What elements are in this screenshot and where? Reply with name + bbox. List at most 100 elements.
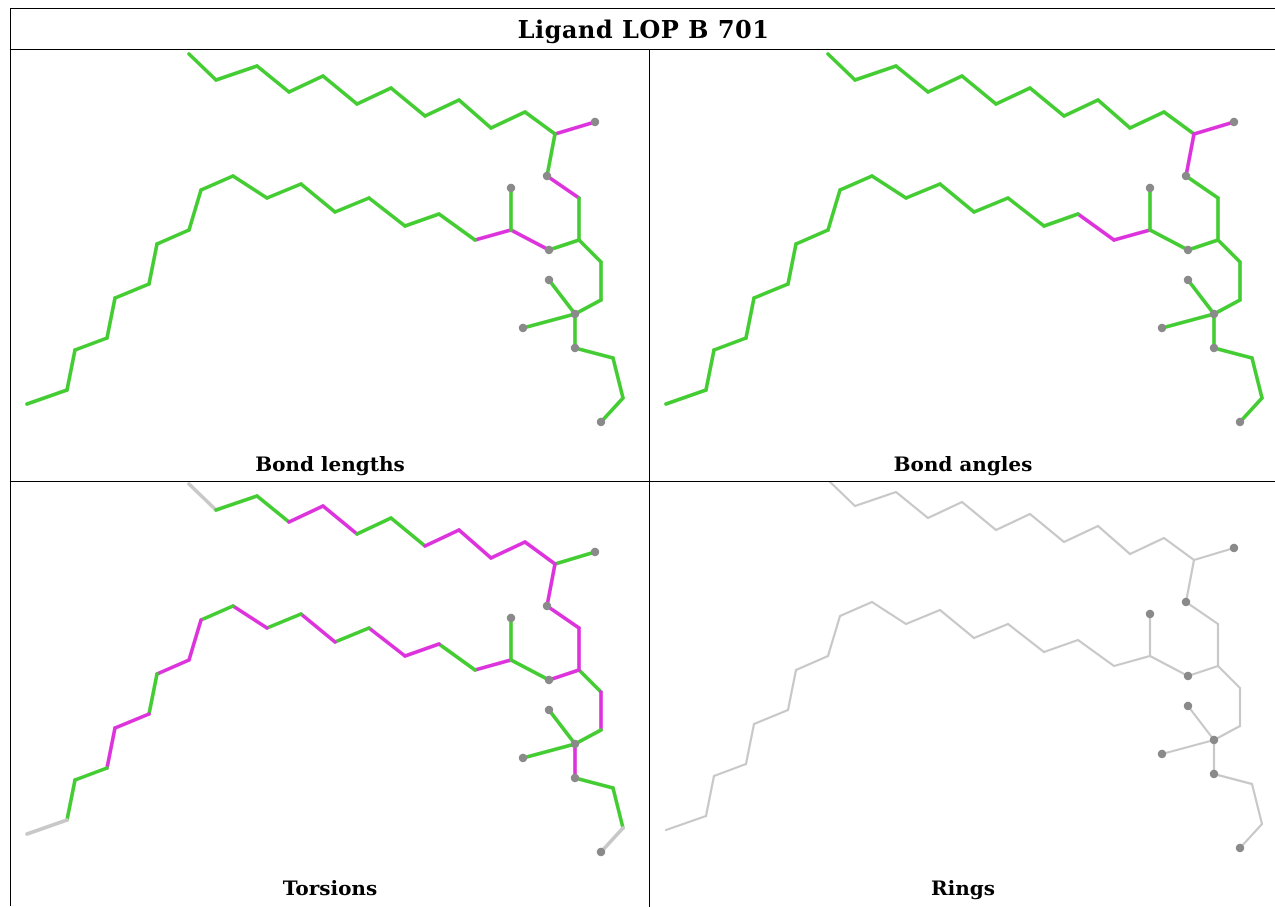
molecule-bond-angles	[664, 52, 1264, 427]
bond	[794, 228, 830, 246]
bond	[1212, 298, 1242, 316]
panel-rings: Rings	[650, 482, 1275, 907]
bond	[960, 500, 998, 532]
bond	[547, 708, 577, 746]
bond	[355, 86, 393, 106]
atom	[570, 343, 580, 353]
bond	[904, 608, 942, 626]
bond	[752, 708, 790, 726]
bond	[786, 242, 798, 286]
bond	[577, 238, 603, 264]
bond	[853, 490, 898, 508]
bond	[1128, 110, 1166, 130]
bond	[155, 228, 191, 246]
atom	[1181, 597, 1191, 607]
bond	[1186, 704, 1216, 742]
bond	[147, 242, 159, 286]
bond	[333, 626, 371, 644]
atom	[1157, 323, 1167, 333]
atom	[1235, 417, 1245, 427]
bond	[437, 642, 477, 672]
table-title: Ligand LOP B 701	[517, 15, 770, 44]
panel-torsions: Torsions	[11, 482, 649, 907]
atom	[570, 309, 580, 319]
bond	[1162, 536, 1196, 562]
bond	[231, 174, 269, 200]
bond	[1160, 738, 1216, 756]
bond	[712, 762, 748, 778]
title-divider	[11, 49, 1275, 50]
bond	[545, 174, 581, 200]
bond	[904, 182, 942, 200]
bond	[611, 786, 625, 830]
panel-bond-angles: Bond angles	[650, 50, 1275, 481]
bond	[333, 196, 371, 214]
atom	[518, 323, 528, 333]
bond	[423, 98, 461, 118]
bond	[65, 348, 77, 392]
bond	[1216, 238, 1242, 264]
bond	[73, 766, 109, 782]
bond	[457, 528, 493, 560]
bond	[389, 516, 427, 548]
bond	[1186, 278, 1216, 316]
bond	[752, 282, 790, 300]
bond	[1212, 772, 1254, 786]
bond	[960, 74, 998, 106]
atom	[1209, 735, 1219, 745]
bond	[712, 336, 748, 352]
atom	[1229, 543, 1239, 553]
bond	[187, 52, 218, 82]
bond	[321, 504, 359, 536]
atom	[1209, 343, 1219, 353]
bond	[1162, 110, 1196, 136]
bond	[265, 612, 303, 630]
bond	[73, 336, 109, 352]
bond	[199, 174, 235, 192]
bond	[938, 182, 976, 214]
atom	[506, 183, 516, 193]
bond	[870, 174, 908, 200]
atom	[1183, 671, 1193, 681]
bond	[1184, 174, 1220, 200]
bond	[287, 74, 325, 94]
atom	[542, 601, 552, 611]
atom	[570, 773, 580, 783]
bond	[826, 52, 857, 82]
bond	[214, 64, 259, 82]
bond	[214, 494, 259, 512]
bond	[1238, 396, 1264, 424]
atom	[518, 753, 528, 763]
atom	[570, 739, 580, 749]
caption-bond-lengths: Bond lengths	[255, 452, 405, 476]
bond	[894, 490, 930, 520]
bond	[786, 668, 798, 712]
bond	[1238, 822, 1264, 850]
bond	[553, 550, 597, 566]
bond	[1184, 558, 1196, 604]
bond	[299, 612, 337, 644]
bond	[523, 110, 557, 136]
bond	[287, 504, 325, 524]
atom	[1157, 749, 1167, 759]
bond	[972, 622, 1010, 640]
atom	[544, 275, 554, 285]
bond	[1184, 132, 1196, 178]
bond	[187, 188, 203, 232]
atom	[544, 245, 554, 255]
bond	[838, 600, 874, 618]
validation-table: Ligand LOP B 701 Bond lengths Bond angle…	[10, 8, 1275, 907]
bond	[489, 540, 527, 560]
bond	[1186, 664, 1220, 678]
atom	[1145, 183, 1155, 193]
bond	[1076, 212, 1116, 242]
bond	[473, 228, 513, 242]
atom	[596, 847, 606, 857]
bond	[1042, 638, 1080, 654]
atom	[1183, 245, 1193, 255]
bond	[744, 296, 756, 340]
bond	[704, 348, 716, 392]
atom	[544, 705, 554, 715]
bond	[187, 618, 203, 662]
atom	[1183, 701, 1193, 711]
